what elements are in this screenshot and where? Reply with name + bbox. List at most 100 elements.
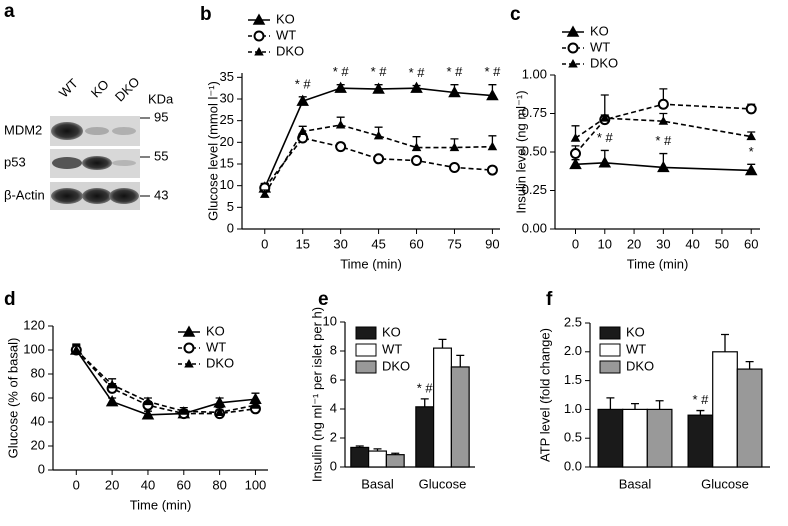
y-tick-label: 8 bbox=[330, 342, 337, 357]
y-tick-label: 0 bbox=[227, 220, 234, 235]
significance-label: * # bbox=[447, 64, 464, 79]
legend-marker bbox=[568, 58, 578, 68]
x-axis-label: Time (min) bbox=[340, 256, 402, 271]
y-tick-label: 15 bbox=[220, 155, 234, 170]
line bbox=[75, 349, 256, 416]
error-bar bbox=[373, 448, 382, 452]
panel-label: c bbox=[510, 4, 521, 25]
panel-label: f bbox=[546, 289, 553, 310]
y-tick-label: 2 bbox=[330, 429, 337, 444]
point bbox=[179, 406, 189, 415]
error-bar bbox=[438, 338, 447, 349]
point bbox=[448, 161, 460, 173]
x-tick-label: 0 bbox=[73, 477, 80, 492]
point bbox=[297, 126, 308, 136]
x-tick-label: 0 bbox=[261, 236, 268, 251]
x-axis-label: Time (min) bbox=[130, 497, 192, 512]
bar bbox=[415, 406, 435, 468]
legend-swatch bbox=[599, 360, 621, 374]
legend-label: DKO bbox=[206, 355, 234, 370]
y-axis-label: Glucose (% of basal) bbox=[5, 338, 20, 459]
blot-band bbox=[112, 160, 136, 166]
x-tick-label: Basal bbox=[361, 476, 394, 491]
point bbox=[570, 148, 581, 160]
bar bbox=[433, 347, 452, 468]
y-tick-label: 0.25 bbox=[522, 182, 547, 197]
bar bbox=[687, 414, 714, 468]
x-tick-label: 80 bbox=[212, 477, 226, 492]
x-tick-label: 20 bbox=[627, 236, 641, 251]
bar bbox=[736, 368, 763, 468]
panel-label: e bbox=[318, 289, 329, 310]
y-tick-label: 0.0 bbox=[564, 458, 582, 473]
legend-label: KO bbox=[382, 324, 401, 339]
y-axis-label: ATP level (fold change) bbox=[537, 328, 552, 462]
legend-marker bbox=[253, 30, 265, 42]
y-tick-label: 4 bbox=[330, 400, 337, 415]
error-bar bbox=[420, 398, 429, 407]
y-tick-label: 10 bbox=[323, 313, 337, 328]
lane-label: KO bbox=[88, 77, 112, 101]
error-bar bbox=[696, 409, 705, 416]
error-bar bbox=[745, 360, 754, 370]
x-tick-label: 45 bbox=[371, 236, 385, 251]
point bbox=[214, 407, 225, 416]
x-tick-label: 50 bbox=[715, 236, 729, 251]
legend-marker bbox=[567, 42, 579, 54]
size-label: 95 bbox=[154, 109, 168, 124]
legend-marker bbox=[254, 46, 264, 56]
legend-label: KO bbox=[590, 23, 609, 38]
y-axis-label: Glucose level (mmol l⁻¹) bbox=[205, 81, 220, 221]
blot-band bbox=[51, 188, 83, 204]
bar bbox=[646, 408, 673, 468]
x-tick-label: 30 bbox=[333, 236, 347, 251]
legend-swatch bbox=[355, 343, 377, 357]
legend-label: DKO bbox=[276, 43, 304, 58]
blot-band bbox=[82, 156, 112, 170]
x-tick-label: Glucose bbox=[701, 476, 749, 491]
point bbox=[411, 142, 422, 152]
x-tick-label: 75 bbox=[447, 236, 461, 251]
legend-label: WT bbox=[590, 39, 610, 54]
x-tick-label: 60 bbox=[177, 477, 191, 492]
bar bbox=[368, 450, 387, 468]
bar bbox=[385, 454, 405, 468]
x-tick-label: 60 bbox=[409, 236, 423, 251]
y-tick-label: 40 bbox=[31, 413, 45, 428]
blot-band bbox=[51, 122, 83, 140]
size-label: 43 bbox=[154, 187, 168, 202]
y-tick-label: 25 bbox=[220, 112, 234, 127]
point bbox=[107, 379, 117, 389]
blot-band bbox=[82, 188, 112, 204]
point bbox=[658, 116, 669, 125]
point bbox=[411, 155, 423, 167]
y-tick-label: 0 bbox=[38, 461, 45, 476]
significance-label: * # bbox=[484, 64, 501, 79]
point bbox=[410, 81, 423, 93]
y-tick-label: 30 bbox=[220, 90, 234, 105]
row-label: MDM2 bbox=[4, 122, 42, 137]
y-tick-label: 0.50 bbox=[522, 143, 547, 158]
error-bar bbox=[355, 445, 364, 448]
error-bar bbox=[391, 452, 400, 455]
significance-label: * bbox=[749, 144, 754, 159]
x-tick-label: 90 bbox=[485, 236, 499, 251]
legend-marker bbox=[183, 342, 195, 354]
point bbox=[373, 130, 384, 140]
x-tick-label: 30 bbox=[656, 236, 670, 251]
legend-marker bbox=[252, 13, 266, 25]
point bbox=[213, 396, 226, 408]
point bbox=[448, 85, 461, 98]
legend-label: WT bbox=[276, 27, 296, 42]
bar bbox=[622, 408, 648, 468]
y-tick-label: 2.0 bbox=[564, 343, 582, 358]
panel-label: d bbox=[4, 289, 16, 310]
x-tick-label: 60 bbox=[744, 236, 758, 251]
y-tick-label: 0.5 bbox=[564, 430, 582, 445]
bar bbox=[350, 446, 370, 468]
legend-swatch bbox=[355, 326, 377, 340]
error-bar bbox=[631, 402, 639, 410]
error-bar bbox=[606, 397, 615, 410]
y-tick-label: 80 bbox=[31, 365, 45, 380]
